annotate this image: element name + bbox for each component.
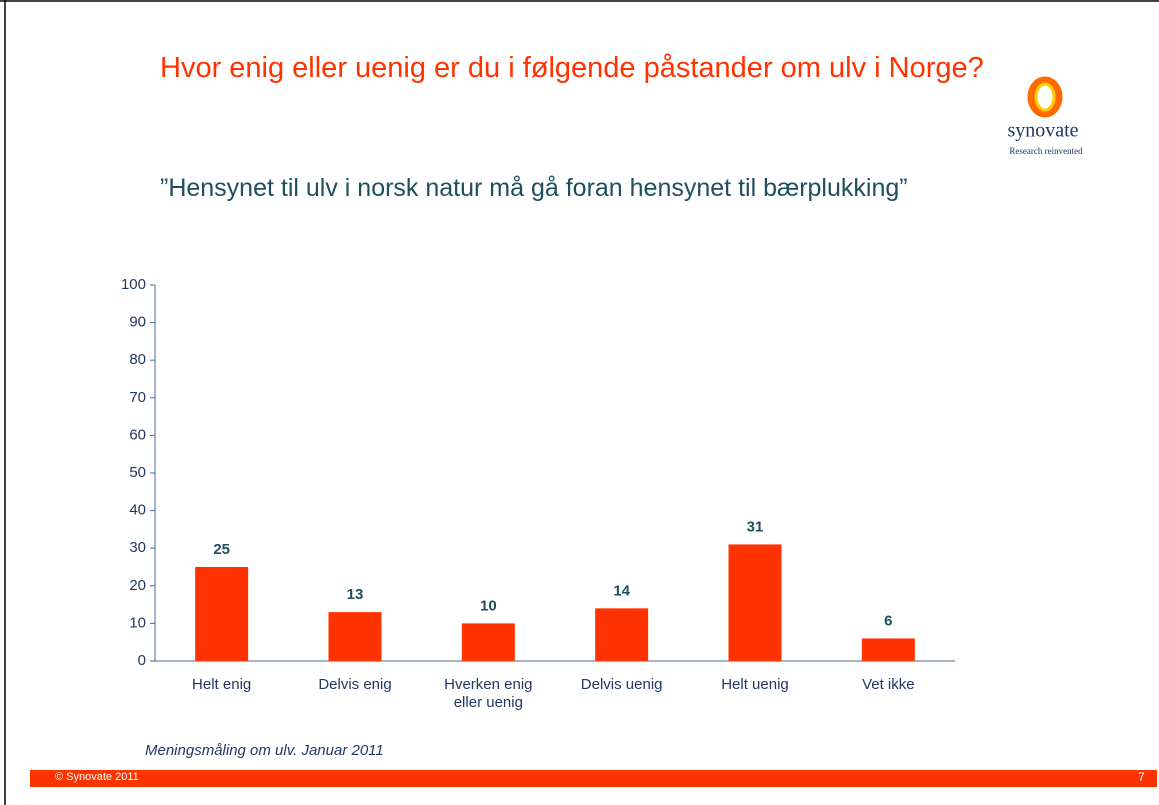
logo-text: synovate: [1007, 120, 1078, 142]
bar: [595, 608, 649, 661]
bar: [328, 612, 382, 661]
x-tick-label: Vet ikke: [862, 676, 915, 693]
y-tick-label: 50: [129, 464, 146, 481]
logo-ring-inner: [1034, 82, 1056, 112]
footnote: Meningsmåling om ulv. Januar 2011: [145, 742, 384, 759]
value-label: 10: [480, 597, 497, 614]
y-tick-label: 70: [129, 389, 146, 406]
logo-tagline: Research reinvented: [1009, 146, 1083, 156]
bar: [461, 623, 515, 661]
y-tick-label: 60: [129, 426, 146, 443]
footer-bar: [30, 770, 1157, 787]
bar: [861, 638, 915, 661]
x-tick-label: Helt enig: [192, 676, 252, 693]
page-number: 7: [1138, 770, 1145, 784]
logo-ring: [1027, 76, 1063, 118]
y-tick-label: 90: [129, 314, 146, 331]
bar: [195, 567, 249, 661]
y-tick-label: 40: [129, 502, 146, 519]
value-label: 6: [884, 612, 892, 629]
y-tick-label: 100: [121, 276, 146, 293]
y-tick-label: 0: [138, 652, 146, 669]
value-label: 14: [613, 582, 630, 599]
value-label: 31: [747, 518, 764, 535]
value-label: 13: [347, 586, 364, 603]
y-tick-label: 80: [129, 351, 146, 368]
x-tick-label: Hverken enig eller uenig: [444, 676, 533, 711]
x-tick-label: Delvis enig: [318, 676, 392, 693]
slide-title: Hvor enig eller uenig er du i følgende p…: [160, 52, 984, 84]
y-tick-label: 10: [129, 614, 146, 631]
bar: [728, 544, 782, 661]
y-tick-label: 20: [129, 577, 146, 594]
copyright: © Synovate 2011: [55, 771, 139, 783]
x-tick-label: Helt uenig: [721, 676, 789, 693]
chart-title: ”Hensynet til ulv i norsk natur må gå fo…: [160, 174, 908, 202]
x-tick-label: Delvis uenig: [580, 676, 663, 693]
value-label: 25: [213, 541, 230, 558]
y-tick-label: 30: [129, 539, 146, 556]
